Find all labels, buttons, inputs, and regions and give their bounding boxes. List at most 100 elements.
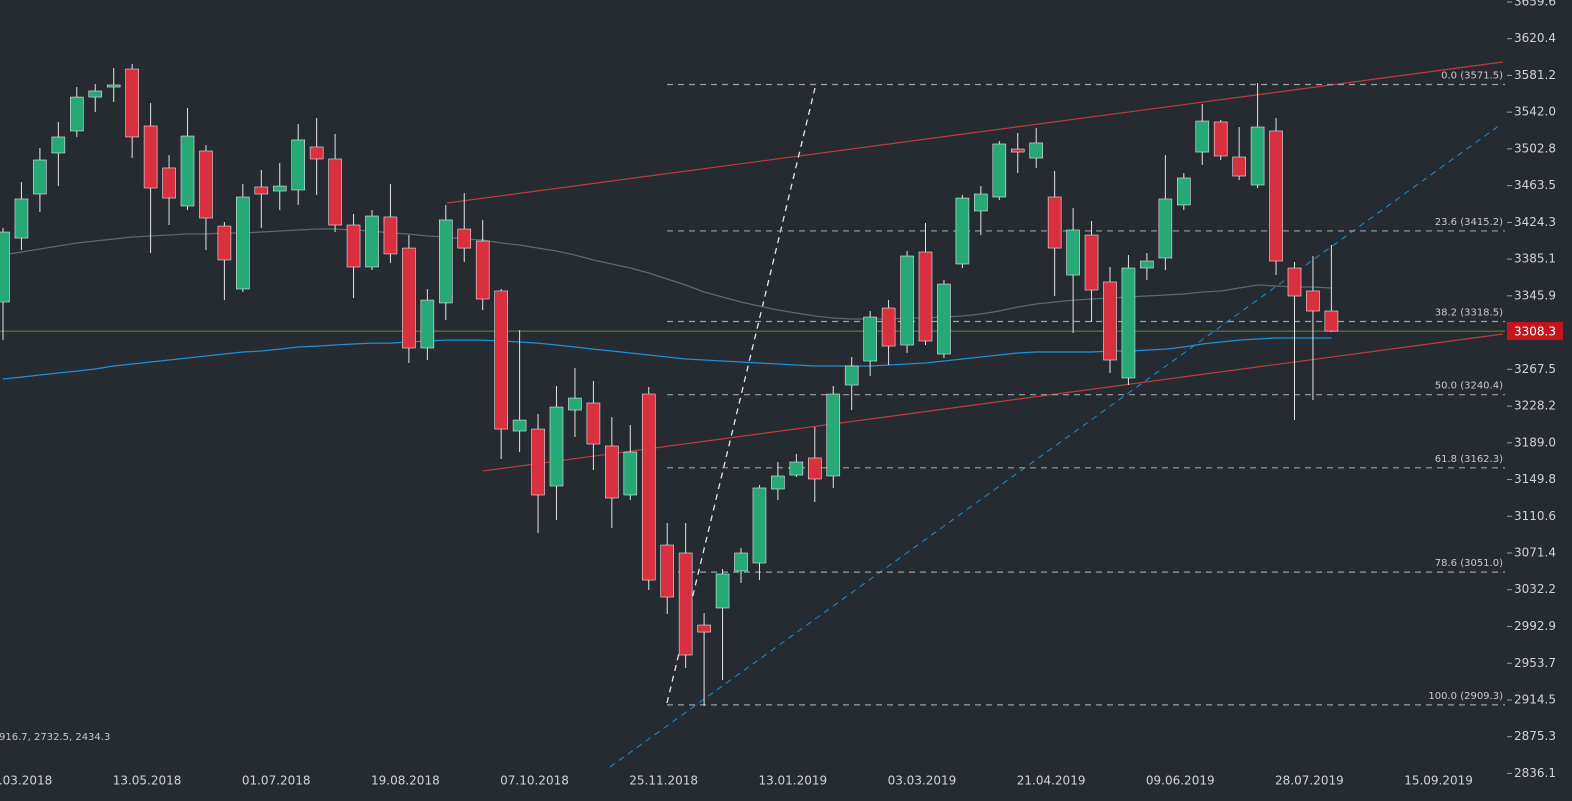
candle-body bbox=[1158, 198, 1173, 259]
candle-body bbox=[1269, 130, 1283, 262]
trend-line bbox=[446, 61, 1504, 204]
x-tick-label: 21.04.2019 bbox=[1017, 774, 1086, 788]
fib-label: 100.0 (2909.3) bbox=[1428, 691, 1503, 702]
fib-label: 61.8 (3162.3) bbox=[1435, 454, 1503, 465]
candle-body bbox=[1213, 121, 1228, 157]
candle-body bbox=[33, 159, 47, 195]
candle-body bbox=[402, 247, 416, 349]
candle-body bbox=[236, 196, 250, 290]
candle-body bbox=[143, 125, 158, 189]
candle-body bbox=[1232, 156, 1246, 177]
candle-body bbox=[734, 552, 748, 572]
x-tick-label: 01.07.2018 bbox=[242, 774, 311, 788]
x-tick-label: 25.11.2018 bbox=[629, 774, 698, 788]
candle-body bbox=[383, 216, 398, 255]
candle-body bbox=[881, 307, 896, 347]
candle-body bbox=[420, 299, 435, 349]
candle-body bbox=[1140, 260, 1154, 269]
trend-line bbox=[609, 124, 1501, 768]
candle-body bbox=[955, 197, 970, 265]
last-price-tag bbox=[1507, 322, 1563, 341]
candle-body bbox=[475, 240, 490, 300]
candle-body bbox=[1121, 267, 1136, 379]
candle-body bbox=[70, 96, 84, 132]
candle-body bbox=[789, 461, 804, 476]
candle-body bbox=[771, 475, 785, 490]
x-tick-label: 28.07.2019 bbox=[1275, 774, 1344, 788]
candle-body bbox=[752, 487, 767, 564]
y-tick-label: 3228.2 bbox=[1514, 399, 1556, 413]
y-tick-label: 3385.1 bbox=[1514, 252, 1556, 266]
candle-body bbox=[88, 90, 103, 98]
candle-body bbox=[199, 150, 213, 219]
candle-body bbox=[863, 316, 877, 362]
candle-body bbox=[291, 139, 306, 191]
candle-body bbox=[568, 397, 582, 411]
y-tick-label: 3424.3 bbox=[1514, 215, 1556, 229]
y-tick-label: 3071.4 bbox=[1514, 545, 1556, 559]
x-tick-label: 13.01.2019 bbox=[758, 774, 827, 788]
candle-body bbox=[1029, 142, 1043, 159]
y-tick-label: 2953.7 bbox=[1514, 656, 1556, 670]
candle-body bbox=[660, 544, 675, 598]
x-tick-label: 25.03.2018 bbox=[0, 774, 52, 788]
last-price-label: 3308.3 bbox=[1514, 325, 1556, 339]
candle-body bbox=[494, 290, 508, 430]
candle-body bbox=[14, 198, 29, 239]
candle-body bbox=[641, 393, 656, 581]
y-tick-label: 2875.3 bbox=[1514, 729, 1556, 743]
candle-body bbox=[51, 136, 66, 154]
x-tick-label: 19.08.2018 bbox=[371, 774, 440, 788]
plot-area bbox=[0, 61, 1505, 768]
y-tick-label: 3463.5 bbox=[1514, 178, 1556, 192]
candle-body bbox=[1066, 229, 1080, 276]
candle-body bbox=[826, 393, 841, 477]
candle-body bbox=[605, 445, 619, 499]
candle-body bbox=[1250, 126, 1265, 186]
candle-body bbox=[125, 68, 139, 138]
candle-body bbox=[974, 193, 988, 212]
candle-body bbox=[586, 402, 601, 445]
y-tick-label: 2992.9 bbox=[1514, 619, 1556, 633]
y-tick-label: 3542.0 bbox=[1514, 105, 1556, 119]
candle-body bbox=[1103, 281, 1117, 361]
x-tick-label: 13.05.2018 bbox=[113, 774, 182, 788]
candle-body bbox=[346, 224, 361, 268]
fib-label: 0.0 (3571.5) bbox=[1441, 70, 1503, 81]
candle-body bbox=[162, 167, 176, 199]
candle-body bbox=[254, 186, 269, 195]
candle-body bbox=[1324, 310, 1339, 332]
candle-body bbox=[715, 573, 730, 609]
candle-body bbox=[1047, 196, 1062, 249]
candle-body bbox=[918, 251, 933, 342]
fib-label: 23.6 (3415.2) bbox=[1435, 217, 1503, 228]
fib-label: 50.0 (3240.4) bbox=[1435, 381, 1503, 392]
y-tick-label: 3189.0 bbox=[1514, 435, 1556, 449]
candle-body bbox=[309, 146, 324, 160]
candle-body bbox=[549, 406, 564, 487]
x-tick-label: 09.06.2019 bbox=[1146, 774, 1215, 788]
y-tick-label: 3110.6 bbox=[1514, 509, 1556, 523]
candle-body bbox=[992, 143, 1007, 198]
candle-body bbox=[900, 255, 914, 346]
candle-body bbox=[272, 185, 287, 192]
y-tick-label: 3620.4 bbox=[1514, 31, 1556, 45]
candle-body bbox=[328, 158, 342, 226]
fib-label: 78.6 (3051.0) bbox=[1435, 558, 1503, 569]
candle-body bbox=[807, 457, 822, 480]
candle-body bbox=[365, 215, 379, 268]
candle-body bbox=[697, 624, 711, 633]
y-tick-label: 3659.6 bbox=[1514, 0, 1556, 8]
x-tick-label: 03.03.2019 bbox=[888, 774, 957, 788]
candle-body bbox=[180, 135, 195, 207]
candle-body bbox=[106, 84, 121, 88]
fib-label: 38.2 (3318.5) bbox=[1435, 308, 1503, 319]
candle-body bbox=[1010, 148, 1025, 153]
candle-body bbox=[1084, 234, 1099, 291]
y-tick-label: 3267.5 bbox=[1514, 362, 1556, 376]
candle-body bbox=[1306, 290, 1320, 312]
candle-body bbox=[1177, 177, 1191, 206]
